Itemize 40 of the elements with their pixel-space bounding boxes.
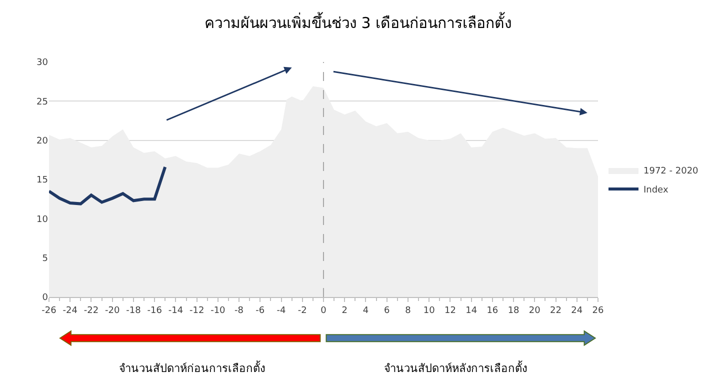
x-tick-label: -6 <box>256 306 265 316</box>
line-series <box>49 165 167 206</box>
x-tick-label: 0 <box>320 306 327 316</box>
x-tick-label: 24 <box>571 306 583 316</box>
x-tick-label: -14 <box>168 306 184 316</box>
x-tick-label: 4 <box>362 306 369 316</box>
y-tick-label: 10 <box>36 214 48 225</box>
y-tick-label: 15 <box>36 176 48 186</box>
x-tick-label: 6 <box>384 306 390 316</box>
y-tick-label: 0 <box>42 293 48 304</box>
x-tick-label: -8 <box>234 306 244 316</box>
text: จำนวนสัปดาห์ก่อนการเลือกตั้ง <box>119 360 265 375</box>
x-tick-label: -24 <box>62 306 78 316</box>
y-tick-label: 25 <box>36 97 48 108</box>
x-tick-label: 26 <box>592 306 604 316</box>
x-tick-label: -2 <box>298 306 307 316</box>
x-tick-label: -20 <box>105 306 120 316</box>
text: จำนวนสัปดาห์หลังการเลือกตั้ง <box>384 360 527 375</box>
x-tick-label: 2 <box>342 306 348 316</box>
x-tick-label: -10 <box>210 306 226 316</box>
x-tick-label: 12 <box>444 306 456 316</box>
x-tick-label: -12 <box>189 306 204 316</box>
x-tick-label: 18 <box>508 306 520 316</box>
x-tick-label: -16 <box>147 306 162 316</box>
legend-label: 1972 - 2020 <box>643 166 699 177</box>
x-tick-label: -18 <box>126 306 142 316</box>
y-tick-label: 5 <box>42 254 48 264</box>
chart-title: ความผันผวนเพิ่มขึ้นช่วง 3 เดือนก่อนการเลือกตั้ง <box>204 12 512 32</box>
x-tick-label: 20 <box>528 306 541 316</box>
x-tick-label: 14 <box>466 306 478 316</box>
y-tick-label: 30 <box>36 58 48 68</box>
x-tick-label: 22 <box>550 306 562 316</box>
x-tick-label: 16 <box>486 306 498 316</box>
x-tick-label: -22 <box>84 306 99 316</box>
x-tick-label: 8 <box>405 306 412 316</box>
x-tick-label: -4 <box>276 306 286 316</box>
y-tick-label: 20 <box>36 136 48 146</box>
x-tick-label: -26 <box>42 306 57 316</box>
x-tick-label: 10 <box>423 306 436 316</box>
legend-label: Index <box>643 186 669 196</box>
